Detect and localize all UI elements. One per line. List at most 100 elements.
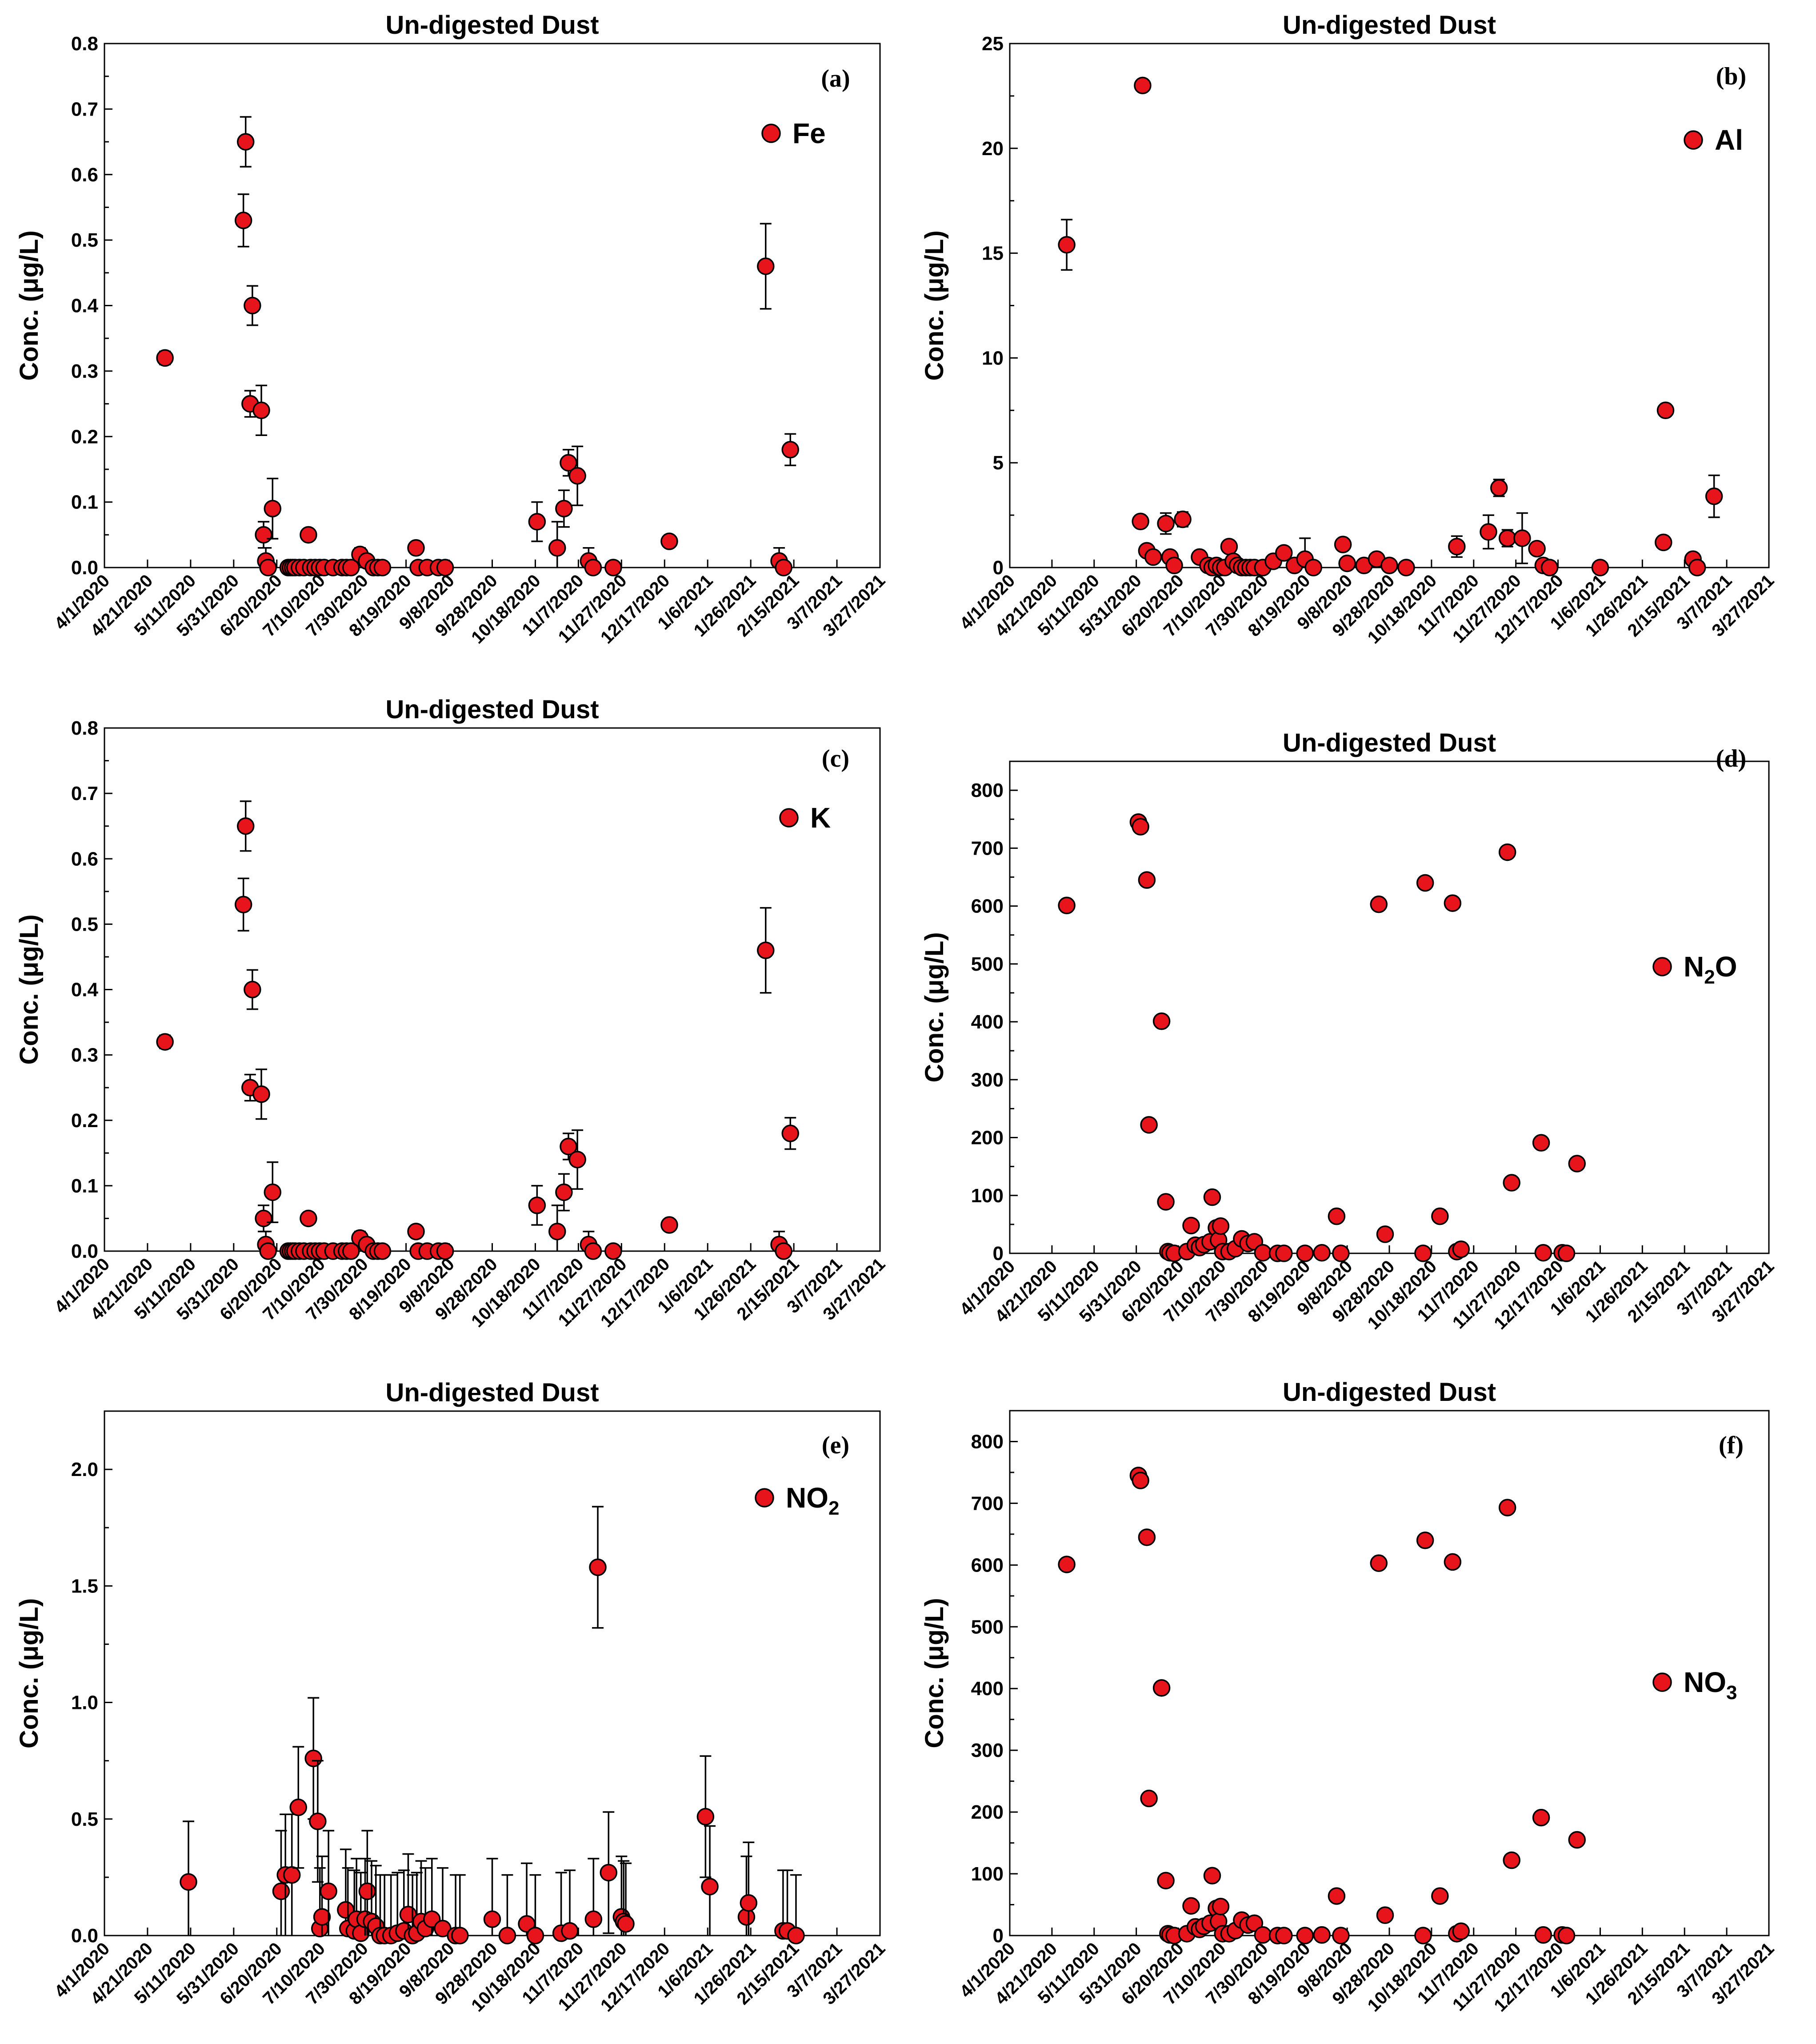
data-point (584, 1910, 603, 1928)
y-tick-label: 5 (993, 452, 1004, 474)
data-point (1132, 818, 1149, 836)
data-point (757, 257, 775, 275)
data-point (1157, 515, 1175, 532)
data-point (264, 500, 282, 518)
data-point (1132, 1472, 1149, 1489)
data-point (1490, 479, 1508, 497)
data-point (1304, 559, 1322, 576)
data-point (373, 559, 392, 576)
data-point (604, 559, 622, 576)
legend-marker (1684, 130, 1703, 150)
data-point (600, 1864, 617, 1882)
data-series (156, 800, 800, 1260)
data-point (373, 1242, 392, 1260)
data-point (1174, 510, 1192, 528)
data-point (1557, 1927, 1576, 1944)
y-tick-label: 300 (971, 1740, 1004, 1761)
data-point (1513, 529, 1531, 547)
data-point (1058, 1556, 1076, 1573)
data-point (1540, 559, 1559, 576)
chart-title: Un-digested Dust (1283, 728, 1496, 757)
data-point (1380, 556, 1398, 575)
data-point (272, 1882, 290, 1900)
data-point (156, 349, 174, 367)
data-point (289, 1798, 307, 1816)
data-point (1528, 540, 1546, 558)
data-point (1203, 1867, 1221, 1884)
y-tick-label: 0.3 (71, 1044, 98, 1066)
data-point (660, 532, 678, 550)
data-point (1138, 1528, 1156, 1546)
data-point (1534, 1244, 1552, 1262)
data-point (1452, 1240, 1470, 1258)
data-point (236, 817, 255, 835)
y-tick-label: 0.2 (71, 426, 98, 448)
data-point (483, 1910, 501, 1928)
data-point (1557, 1244, 1576, 1262)
data-point (781, 440, 800, 459)
y-tick-label: 800 (971, 780, 1004, 801)
data-point (1414, 1927, 1432, 1944)
y-tick-label: 0.7 (71, 98, 98, 120)
y-tick-label: 25 (982, 33, 1004, 55)
data-point (259, 1242, 277, 1260)
legend-label: Al (1715, 124, 1743, 156)
data-point (313, 1908, 331, 1926)
y-axis-label: Conc. (μg/L) (15, 230, 44, 380)
data-point (436, 559, 454, 576)
y-tick-label: 800 (971, 1431, 1004, 1452)
data-point (180, 1873, 197, 1891)
y-tick-label: 15 (982, 243, 1004, 264)
data-point (1534, 1926, 1552, 1944)
y-tick-label: 500 (971, 1616, 1004, 1638)
y-tick-label: 0.5 (71, 229, 98, 251)
legend-marker (755, 1488, 774, 1508)
data-point (1370, 1554, 1388, 1572)
y-tick-label: 0.3 (71, 360, 98, 382)
panel-label: (e) (822, 1432, 849, 1459)
plot-frame (1009, 43, 1770, 568)
data-point (604, 1242, 622, 1260)
y-tick-label: 1.5 (71, 1575, 98, 1597)
y-tick-label: 0.2 (71, 1110, 98, 1132)
data-series (180, 1506, 805, 1944)
data-point (1203, 1188, 1221, 1206)
y-tick-label: 2.0 (71, 1459, 98, 1480)
data-point (775, 1242, 792, 1260)
data-point (584, 559, 602, 576)
data-point (498, 1927, 516, 1944)
data-point (1397, 559, 1415, 576)
panel-a: Un-digested Dust Conc. (μg/L) 0.0 0.1 0.2 0.3… (15, 11, 889, 648)
data-point (1414, 1244, 1432, 1262)
data-point (451, 1927, 469, 1944)
data-point (584, 1242, 602, 1260)
data-point (358, 1882, 376, 1900)
y-tick-label: 300 (971, 1069, 1004, 1091)
plot-frame (1009, 1410, 1770, 1936)
data-point (1182, 1216, 1200, 1235)
data-point (1313, 1926, 1331, 1944)
data-point (757, 941, 775, 959)
y-tick-label: 600 (971, 1554, 1004, 1576)
y-tick-label: 600 (971, 896, 1004, 917)
y-tick-label: 400 (971, 1678, 1004, 1700)
y-tick-label: 400 (971, 1011, 1004, 1033)
panel-c: Un-digested Dust Conc. (μg/L) 0.0 0.1 0.2 0.3… (15, 695, 889, 1331)
data-point (1503, 1851, 1520, 1869)
data-point (1332, 1927, 1350, 1944)
data-point (740, 1894, 758, 1912)
data-series (1058, 1467, 1586, 1944)
data-point (1134, 76, 1152, 95)
data-point (1220, 538, 1238, 556)
chart-title: Un-digested Dust (385, 695, 599, 724)
data-point (1498, 843, 1516, 861)
data-point (244, 980, 261, 999)
data-point (255, 1209, 272, 1228)
data-point (781, 1124, 800, 1142)
data-point (1431, 1887, 1449, 1905)
data-point (309, 1812, 327, 1830)
data-point (1498, 1499, 1516, 1516)
data-point (1448, 538, 1466, 556)
y-tick-label: 0.5 (71, 913, 98, 935)
